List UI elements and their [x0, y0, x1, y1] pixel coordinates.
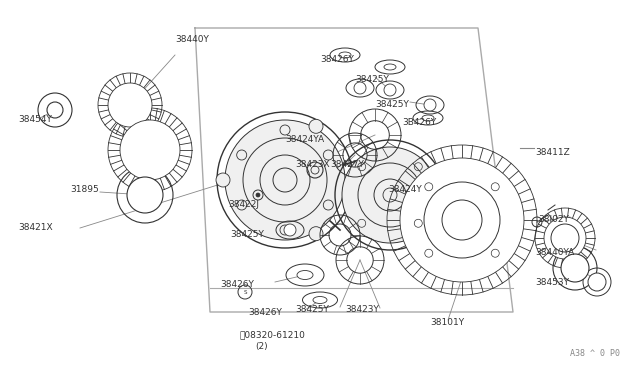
- Text: S: S: [243, 289, 247, 295]
- Text: 38425Y: 38425Y: [375, 100, 409, 109]
- Text: 38423Y: 38423Y: [345, 305, 379, 314]
- Text: 38I02Y: 38I02Y: [538, 215, 569, 224]
- Circle shape: [108, 83, 152, 127]
- Text: 38425Y: 38425Y: [295, 305, 329, 314]
- Text: 38426Y: 38426Y: [320, 55, 354, 64]
- Circle shape: [216, 173, 230, 187]
- Ellipse shape: [384, 64, 396, 70]
- Ellipse shape: [297, 270, 313, 279]
- Circle shape: [309, 227, 323, 241]
- Circle shape: [256, 193, 260, 197]
- Circle shape: [354, 82, 366, 94]
- Circle shape: [561, 254, 589, 282]
- Circle shape: [120, 120, 180, 180]
- Text: 38422J: 38422J: [228, 200, 259, 209]
- Text: 38101Y: 38101Y: [430, 318, 464, 327]
- Circle shape: [284, 224, 296, 236]
- Ellipse shape: [422, 115, 434, 121]
- Circle shape: [127, 177, 163, 213]
- Text: 38440YA: 38440YA: [535, 248, 574, 257]
- Circle shape: [400, 158, 524, 282]
- Circle shape: [551, 224, 579, 252]
- Text: 38421X: 38421X: [18, 223, 52, 232]
- Ellipse shape: [313, 296, 327, 304]
- Text: 38426Y: 38426Y: [248, 308, 282, 317]
- Text: 38426Y: 38426Y: [220, 280, 254, 289]
- Text: 38454Y: 38454Y: [18, 115, 52, 124]
- Circle shape: [544, 217, 586, 259]
- Text: 38427Y: 38427Y: [330, 160, 364, 169]
- Text: 38411Z: 38411Z: [535, 148, 570, 157]
- Circle shape: [342, 147, 438, 243]
- Text: 38424YA: 38424YA: [285, 135, 324, 144]
- Text: A38 ^ 0 P0: A38 ^ 0 P0: [570, 349, 620, 358]
- Circle shape: [47, 102, 63, 118]
- Text: 31895: 31895: [70, 185, 99, 194]
- Circle shape: [424, 99, 436, 111]
- Circle shape: [588, 273, 606, 291]
- Text: 38425Y: 38425Y: [230, 230, 264, 239]
- Text: 3B426Y: 3B426Y: [402, 118, 436, 127]
- Circle shape: [225, 120, 345, 240]
- Circle shape: [407, 165, 517, 275]
- Text: 38425Y: 38425Y: [355, 75, 389, 84]
- Text: 38423X: 38423X: [295, 160, 330, 169]
- Text: 38440Y: 38440Y: [175, 35, 209, 44]
- Circle shape: [309, 119, 323, 133]
- Text: 38453Y: 38453Y: [535, 278, 569, 287]
- Circle shape: [384, 84, 396, 96]
- Text: 倈08320-61210: 倈08320-61210: [240, 330, 306, 339]
- Ellipse shape: [339, 52, 351, 58]
- Text: (2): (2): [255, 342, 268, 351]
- Text: 38424Y: 38424Y: [388, 185, 422, 194]
